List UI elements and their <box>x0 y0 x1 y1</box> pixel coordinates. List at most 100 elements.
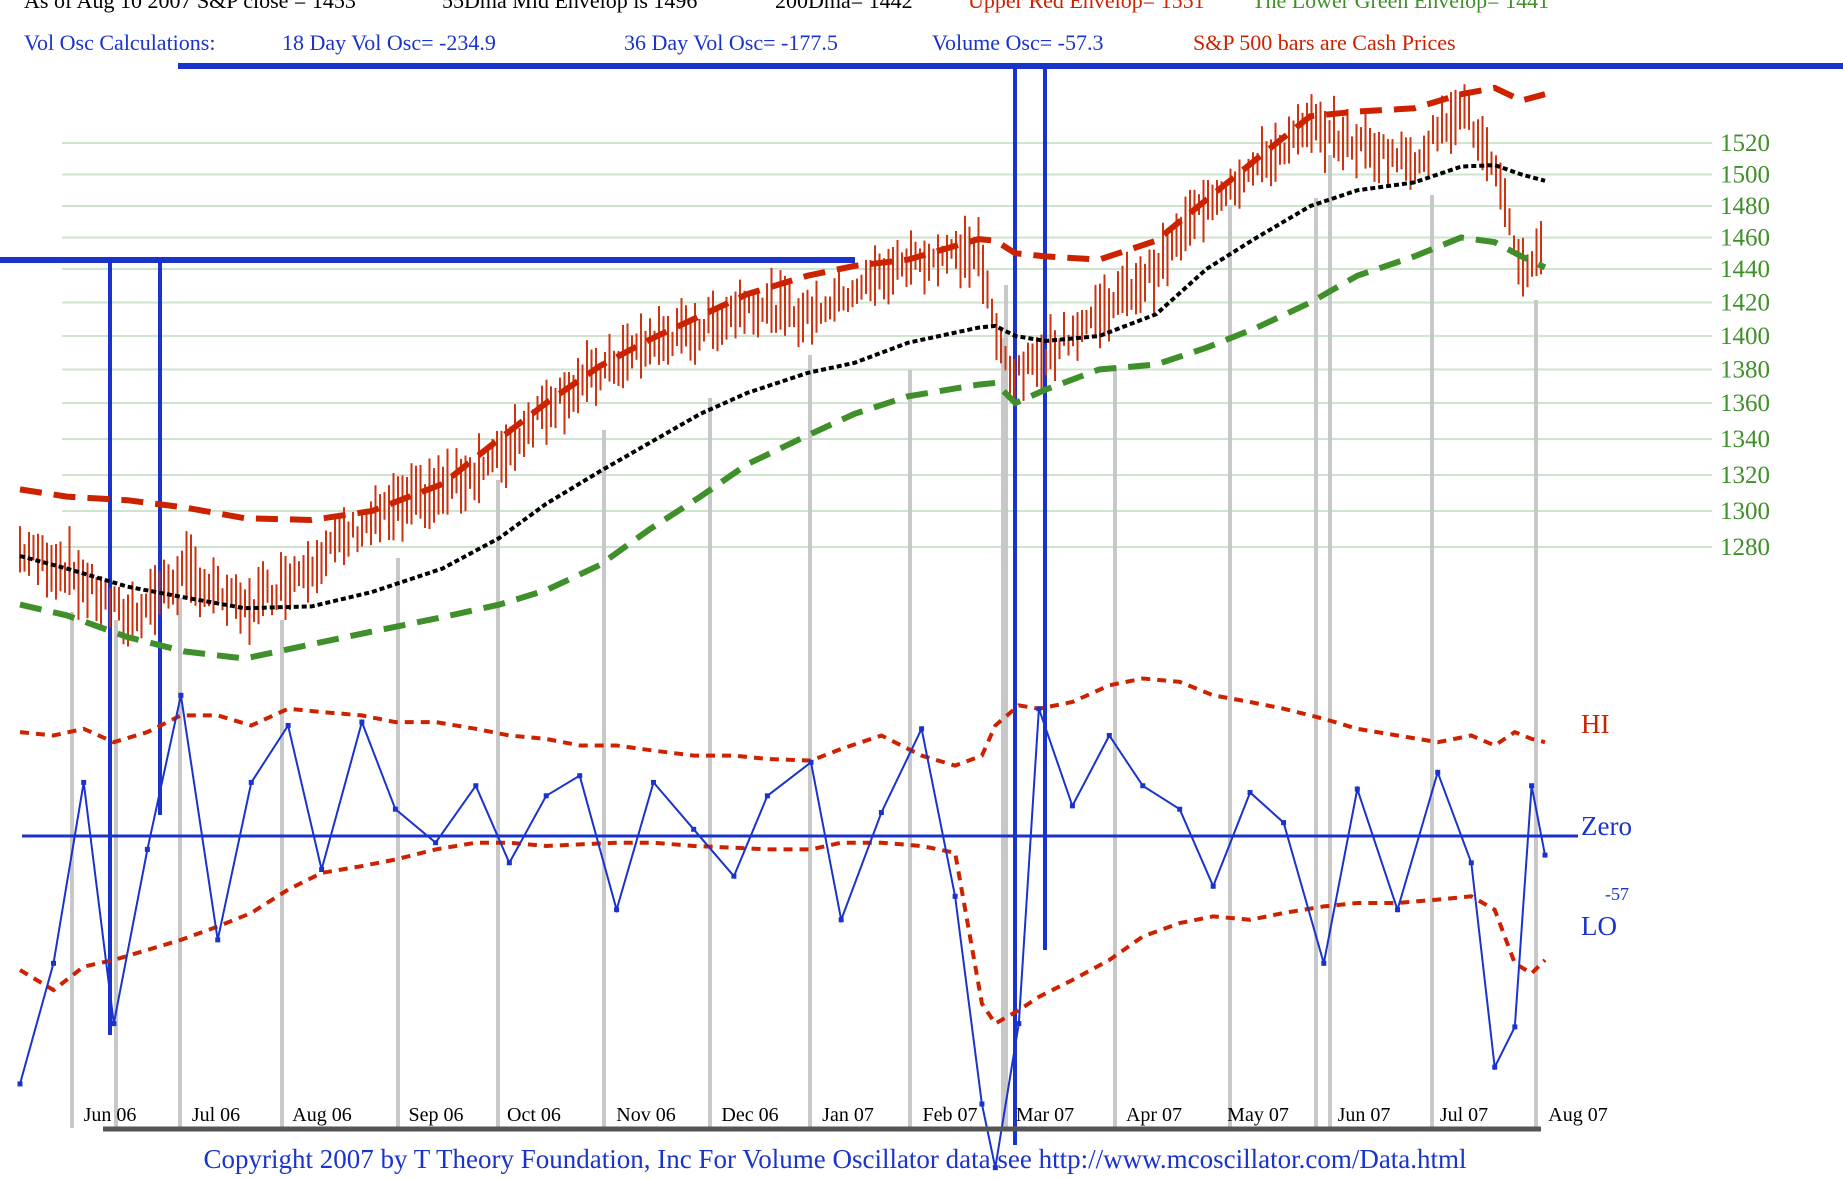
oscillator-point <box>144 846 150 852</box>
oscillator-point <box>285 722 291 728</box>
dma200-text: 200Dma= 1442 <box>775 0 913 13</box>
y-tick-label: 1500 <box>1720 162 1770 189</box>
oscillator-point <box>992 1165 998 1171</box>
oscillator-point <box>1210 883 1216 889</box>
month-labels: Jun 06 Jul 06 Aug 06 Sep 06 Oct 06 Nov 06 Dec … <box>84 1104 1608 1126</box>
x-tick-label: Dec 06 <box>721 1104 778 1126</box>
hi-band <box>19 676 1546 768</box>
y-tick-label: 1440 <box>1720 256 1770 283</box>
x-tick-label: Mar 07 <box>1016 1104 1074 1126</box>
lower-envelope-text: The Lower Green Envelop= 1441 <box>1252 0 1550 13</box>
oscillator-point <box>614 907 620 913</box>
oscillator-point <box>111 1021 117 1027</box>
oscillator-point <box>1106 733 1112 738</box>
x-tick-label: Jun 06 <box>84 1104 137 1126</box>
oscillator-point <box>215 937 221 943</box>
x-tick-label: Apr 07 <box>1126 1104 1182 1126</box>
x-tick-label: Jan 07 <box>822 1104 874 1126</box>
y-tick-label: 1420 <box>1720 290 1770 317</box>
oscillator-point <box>1281 820 1287 826</box>
oscillator-point <box>577 773 583 779</box>
volume-oscillator <box>17 676 1578 1171</box>
volume-osc-text: Volume Osc= -57.3 <box>932 30 1104 55</box>
y-tick-label: 1280 <box>1720 534 1770 561</box>
oscillator-labels: HI Zero -57 LO <box>1581 709 1632 941</box>
price-y-ticks: 1280 1300 1320 1340 1360 1380 1400 1420 1440 1460… <box>1720 130 1770 561</box>
oscillator-point <box>319 867 325 872</box>
upper-envelope-text: Upper Red Envelop= 1551 <box>968 0 1205 13</box>
oscillator-point <box>1321 960 1327 966</box>
oscillator-point <box>1529 783 1535 789</box>
cycle-lines <box>70 155 1538 1128</box>
x-tick-label: Sep 06 <box>409 1104 464 1126</box>
x-tick-label: Jul 06 <box>192 1104 240 1126</box>
cash-prices-note: S&P 500 bars are Cash Prices <box>1193 30 1456 55</box>
y-tick-label: 1400 <box>1720 323 1770 350</box>
price-gridlines <box>62 142 1712 548</box>
x-tick-label: Nov 06 <box>616 1104 675 1126</box>
oscillator-point <box>838 917 844 923</box>
oscillator-point <box>506 860 512 866</box>
oscillator-point <box>1069 803 1075 809</box>
oscillator-point <box>248 779 254 785</box>
oscillator-point <box>543 793 549 799</box>
current-osc-label: -57 <box>1605 884 1629 904</box>
x-tick-label: Aug 07 <box>1548 1104 1607 1126</box>
oscillator-point <box>17 1081 23 1087</box>
y-tick-label: 1320 <box>1720 462 1770 489</box>
oscillator-point <box>979 1101 985 1107</box>
oscillator-point <box>731 873 737 879</box>
vol-osc-calc-label: Vol Osc Calculations: <box>24 30 216 55</box>
oscillator-point <box>1512 1024 1518 1030</box>
envelope-lines <box>19 84 1547 662</box>
oscillator-point <box>1468 860 1474 866</box>
price-bars <box>19 84 1542 647</box>
oscillator-point <box>1435 769 1441 775</box>
x-tick-label: May 07 <box>1227 1104 1289 1126</box>
oscillator-point <box>1354 786 1360 792</box>
oscillator-point <box>473 783 479 789</box>
oscillator-point <box>808 759 814 765</box>
y-tick-label: 1300 <box>1720 498 1770 525</box>
oscillator-point <box>650 779 656 785</box>
oscillator-point <box>764 793 770 799</box>
oscillator-point <box>1542 852 1548 858</box>
oscillator-point <box>433 840 439 846</box>
y-tick-label: 1480 <box>1720 193 1770 220</box>
osc18-text: 18 Day Vol Osc= -234.9 <box>282 30 496 55</box>
y-tick-label: 1520 <box>1720 130 1770 157</box>
oscillator-point <box>1395 907 1401 913</box>
y-tick-label: 1460 <box>1720 225 1770 252</box>
oscillator-point <box>1016 1021 1022 1027</box>
oscillator-point <box>1492 1064 1498 1070</box>
lo-label: LO <box>1581 911 1617 941</box>
oscillator-point <box>878 810 884 816</box>
x-tick-label: Jul 07 <box>1440 1104 1488 1126</box>
oscillator-point <box>691 826 697 832</box>
y-tick-label: 1340 <box>1720 426 1770 453</box>
oscillator-point <box>952 893 958 899</box>
oscillator-point <box>1247 789 1253 795</box>
oscillator-point <box>81 779 87 785</box>
y-tick-label: 1360 <box>1720 390 1770 417</box>
time-markers <box>0 63 1843 1145</box>
oscillator-point <box>359 719 365 725</box>
oscillator-point <box>178 692 184 698</box>
hi-label: HI <box>1581 709 1610 739</box>
oscillator-point <box>1177 806 1183 812</box>
copyright-footer: Copyright 2007 by T Theory Foundation, I… <box>203 1144 1467 1174</box>
envelope-line <box>19 234 1547 662</box>
x-tick-label: Oct 06 <box>507 1104 561 1126</box>
sp-close-text: As of Aug 10 2007 S&P close = 1453 <box>24 0 356 13</box>
x-tick-label: Jun 07 <box>1338 1104 1391 1126</box>
oscillator-point <box>1140 783 1146 789</box>
mid-envelope-text: 55Dma Mid Envelop is 1496 <box>442 0 698 13</box>
envelope-line <box>19 84 1546 524</box>
x-tick-label: Aug 06 <box>292 1104 351 1126</box>
oscillator-point <box>1036 706 1042 712</box>
oscillator-point <box>51 960 57 966</box>
oscillator-point <box>919 726 925 732</box>
x-tick-label: Feb 07 <box>923 1104 978 1126</box>
osc36-text: 36 Day Vol Osc= -177.5 <box>624 30 838 55</box>
